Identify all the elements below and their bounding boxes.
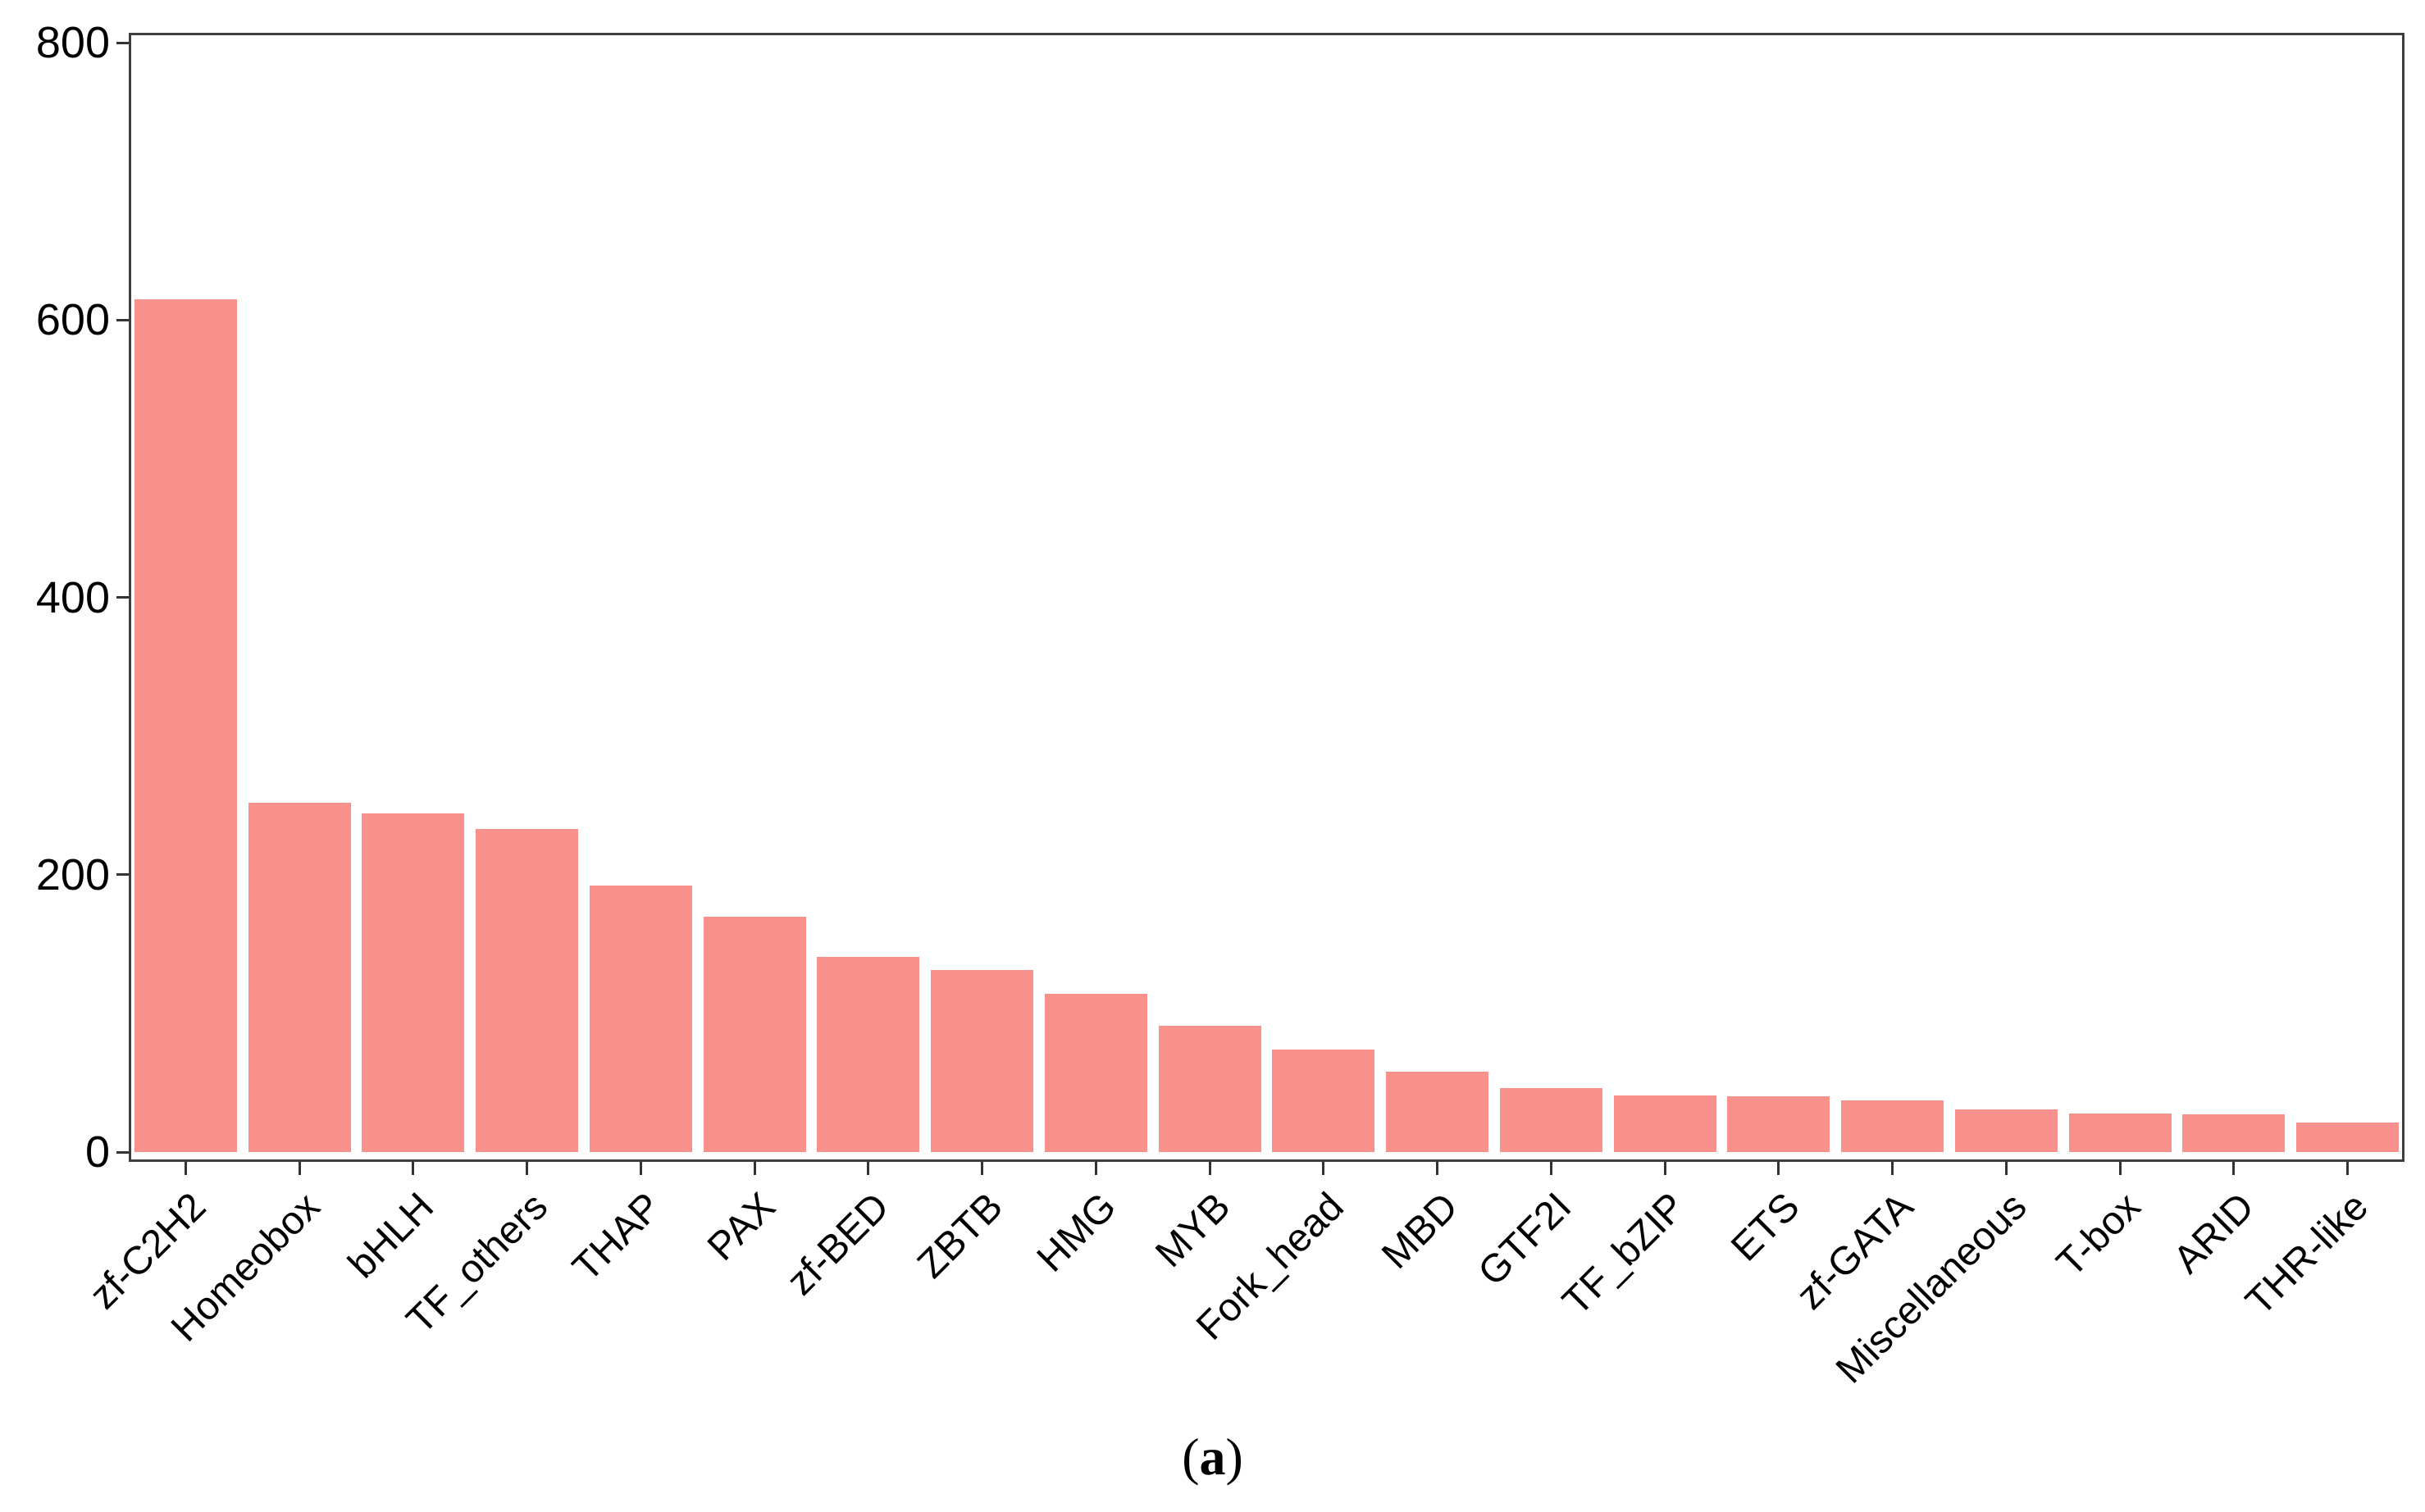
x-axis-tick-zf-C2H2	[184, 1162, 187, 1175]
x-axis-tick-ZBTB	[981, 1162, 984, 1175]
caption-close-paren: )	[1225, 1428, 1243, 1486]
y-axis-tick-label: 200	[35, 849, 110, 899]
x-axis-tick-GTF2I	[1549, 1162, 1552, 1175]
x-axis-tick-THR-like	[2346, 1162, 2350, 1175]
x-axis-tick-TF_bZIP	[1663, 1162, 1666, 1175]
x-axis-tick-T-box	[2118, 1162, 2122, 1175]
x-axis-tick-THAP	[639, 1162, 642, 1175]
y-axis-tick-200	[116, 873, 129, 877]
x-axis-tick-label: bHLH	[340, 1184, 443, 1287]
y-axis-tick-600	[116, 318, 129, 321]
x-axis-tick-label: zf-BED	[778, 1184, 898, 1304]
y-axis-tick-0	[116, 1150, 129, 1154]
x-axis-tick-bHLH	[412, 1162, 415, 1175]
caption-open-paren: (	[1182, 1428, 1200, 1486]
bar-zf-C2H2	[134, 298, 237, 1152]
x-axis-tick-Homeobox	[298, 1162, 301, 1175]
bar-GTF2I	[1499, 1088, 1602, 1152]
bar-THAP	[589, 886, 692, 1152]
x-axis-tick-zf-GATA	[1891, 1162, 1894, 1175]
x-axis-tick-label: HMG	[1029, 1184, 1125, 1281]
x-axis-tick-label: T-box	[2049, 1184, 2149, 1286]
bar-zf-GATA	[1841, 1100, 1944, 1152]
x-axis-tick-ETS	[1777, 1162, 1780, 1175]
plot-area	[129, 33, 2404, 1162]
x-axis-tick-zf-BED	[867, 1162, 870, 1175]
bar-ARID	[2182, 1114, 2286, 1152]
x-axis-tick-label: ARID	[2165, 1184, 2263, 1282]
bar-THR-like	[2296, 1123, 2400, 1152]
bar-MYB	[1158, 1026, 1261, 1152]
x-axis-tick-Fork_head	[1322, 1162, 1325, 1175]
y-axis-tick-800	[116, 41, 129, 44]
x-axis-tick-label: ETS	[1722, 1184, 1808, 1270]
y-axis-tick-label: 800	[35, 18, 110, 67]
caption-letter: a	[1199, 1428, 1226, 1486]
x-axis-tick-PAX	[753, 1162, 756, 1175]
x-axis-tick-MYB	[1208, 1162, 1211, 1175]
y-axis-tick-label: 0	[84, 1127, 110, 1177]
x-axis-tick-label: MBD	[1374, 1184, 1466, 1277]
x-axis-tick-ARID	[2232, 1162, 2236, 1175]
bar-TF_bZIP	[1613, 1095, 1716, 1152]
panel-caption: (a)	[0, 1427, 2425, 1487]
x-axis-tick-Miscellaneous	[2004, 1162, 2008, 1175]
x-axis-tick-label: GTF2I	[1470, 1184, 1580, 1295]
bar-TF_others	[476, 828, 579, 1152]
x-axis-tick-HMG	[1094, 1162, 1097, 1175]
y-axis-tick-400	[116, 596, 129, 599]
bar-Homeobox	[248, 802, 351, 1152]
bar-bHLH	[362, 813, 465, 1152]
bar-MBD	[1386, 1071, 1489, 1152]
y-axis-tick-label: 600	[35, 295, 110, 345]
x-axis-tick-TF_others	[526, 1162, 529, 1175]
x-axis-tick-label: THAP	[564, 1184, 670, 1290]
x-axis-tick-label: THR-like	[2237, 1184, 2377, 1324]
bar-Miscellaneous	[1954, 1109, 2058, 1152]
x-axis-tick-MBD	[1436, 1162, 1439, 1175]
x-axis-tick-label: PAX	[699, 1184, 784, 1269]
bar-HMG	[1044, 994, 1147, 1152]
bar-zf-BED	[817, 956, 920, 1152]
x-axis-tick-label: ZBTB	[909, 1184, 1011, 1287]
bar-T-box	[2068, 1113, 2172, 1152]
bar-Fork_head	[1272, 1049, 1375, 1152]
y-axis-tick-label: 400	[35, 572, 110, 622]
bar-ETS	[1727, 1096, 1830, 1152]
x-axis-tick-label: TF_bZIP	[1554, 1184, 1694, 1324]
bar-PAX	[703, 916, 806, 1152]
bar-ZBTB	[931, 970, 1034, 1152]
bars-layer	[129, 33, 2404, 1162]
x-axis-tick-label: MYB	[1147, 1184, 1239, 1276]
